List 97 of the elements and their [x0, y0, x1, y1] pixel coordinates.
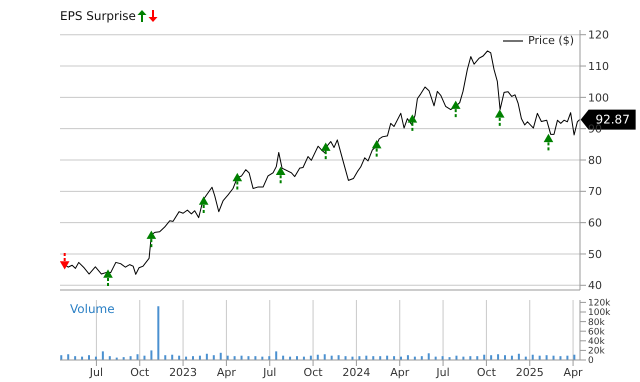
- point: [494, 109, 505, 118]
- x-tick-label: 2024: [342, 366, 370, 379]
- bar: [171, 354, 174, 360]
- bar: [420, 356, 423, 360]
- y-tick-label: 90: [588, 122, 602, 136]
- y-tick-label: 40: [588, 279, 602, 292]
- bar: [483, 354, 486, 360]
- bar: [442, 356, 444, 360]
- x-tick-label: Jul: [435, 366, 450, 379]
- point: [146, 230, 156, 239]
- y-tick-label: 60: [588, 216, 602, 230]
- bar: [220, 352, 222, 360]
- bar: [490, 355, 492, 360]
- x-tick-label: Apr: [390, 366, 410, 379]
- y-tick-label: 120k: [588, 298, 612, 309]
- bar: [379, 356, 382, 360]
- point: [232, 172, 242, 182]
- bar: [198, 356, 201, 360]
- y-tick-label: 110: [588, 60, 609, 73]
- bar: [538, 356, 541, 360]
- y-tick-label: 50: [588, 248, 602, 261]
- bar: [136, 354, 139, 360]
- point: [372, 140, 382, 148]
- bar: [234, 356, 236, 360]
- point: [198, 196, 208, 205]
- bar: [247, 356, 250, 360]
- bar: [324, 354, 326, 360]
- point: [408, 114, 418, 123]
- bar: [310, 356, 312, 360]
- bar: [344, 356, 347, 360]
- bar: [157, 306, 160, 360]
- bar: [573, 354, 576, 360]
- bar: [268, 356, 270, 360]
- bar: [386, 356, 388, 360]
- bar: [212, 355, 215, 360]
- x-tick-label: Jul: [262, 366, 276, 379]
- bar: [316, 354, 319, 360]
- bar: [406, 355, 409, 360]
- bar: [88, 355, 90, 360]
- bar: [192, 356, 194, 360]
- point: [450, 100, 461, 109]
- y-tick-label: 40k: [588, 336, 606, 347]
- bar: [365, 356, 368, 360]
- bar: [330, 356, 333, 360]
- bar: [559, 356, 562, 360]
- bar: [358, 356, 360, 360]
- bar: [108, 356, 111, 360]
- bar: [226, 356, 229, 360]
- point: [276, 166, 286, 175]
- x-tick-label: Oct: [130, 366, 150, 379]
- legend-title: EPS Surprise: [60, 9, 136, 23]
- y-tick-label: 120: [588, 28, 609, 42]
- x-tick-label: Apr: [216, 366, 236, 379]
- bar: [296, 356, 298, 360]
- bar: [497, 354, 500, 360]
- bar: [150, 350, 152, 360]
- bar: [338, 355, 340, 360]
- bar: [240, 356, 243, 360]
- y-tick-label: 80k: [588, 318, 606, 328]
- annotation: Volume: [70, 302, 115, 316]
- bar: [282, 356, 284, 360]
- point: [103, 269, 113, 278]
- y-tick-label: 0: [588, 356, 594, 366]
- point: [544, 134, 554, 142]
- x-tick-label: Oct: [304, 366, 324, 379]
- bar: [504, 355, 506, 360]
- bar: [469, 356, 472, 360]
- bar: [102, 351, 104, 360]
- bar: [60, 355, 62, 360]
- bar: [546, 355, 548, 360]
- y-tick-label: 70: [588, 185, 602, 198]
- bar: [552, 356, 555, 360]
- bar: [372, 356, 374, 360]
- x-tick-label: 2023: [169, 366, 198, 379]
- bar: [566, 356, 568, 360]
- y-tick-label: 100: [588, 91, 609, 104]
- x-tick-label: Oct: [476, 366, 497, 379]
- bar: [178, 356, 180, 360]
- legend-label: Price ($): [528, 34, 574, 47]
- bar: [455, 356, 458, 360]
- y-tick-label: 100k: [588, 308, 612, 318]
- bar: [275, 351, 278, 360]
- bar: [476, 356, 478, 360]
- y-tick-label: 60k: [588, 327, 606, 338]
- bar: [67, 354, 70, 360]
- y-tick-label: 20k: [588, 346, 606, 357]
- bar: [532, 354, 534, 360]
- x-tick-label: 2025: [516, 366, 544, 379]
- point: [320, 142, 331, 151]
- bar: [164, 355, 166, 360]
- bar: [130, 356, 132, 360]
- bar: [143, 356, 146, 360]
- y-tick-label: 80: [588, 154, 602, 167]
- bar: [74, 356, 76, 360]
- bar: [393, 356, 396, 360]
- x-tick-label: Jul: [88, 366, 104, 379]
- x-tick-label: Apr: [564, 366, 584, 379]
